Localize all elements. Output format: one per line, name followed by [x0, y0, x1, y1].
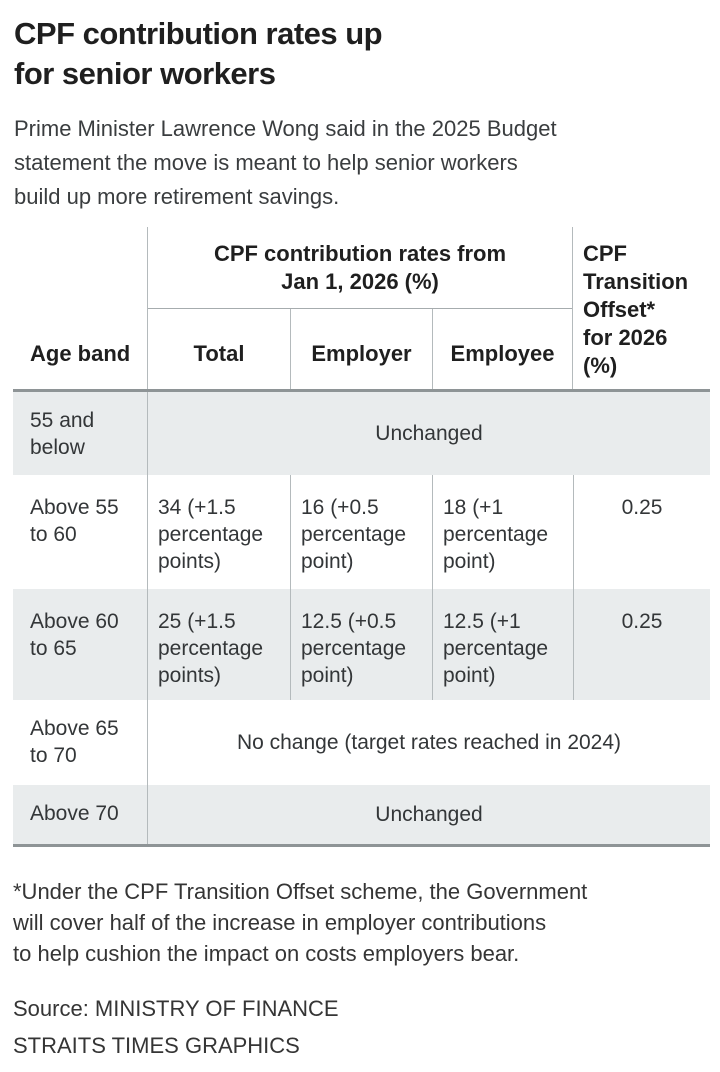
merged-value-cell: Unchanged: [147, 392, 710, 475]
table-row: Above 65 to 70 No change (target rates r…: [13, 700, 710, 785]
column-header-employee: Employee: [432, 309, 572, 389]
employer-cell: 12.5 (+0.5 percentage point): [290, 589, 432, 700]
total-cell: 25 (+1.5 percentage points): [147, 589, 290, 700]
age-band-cell: Above 55 to 60: [30, 496, 119, 546]
source-credit: Source: MINISTRY OF FINANCE STRAITS TIME…: [13, 996, 339, 1058]
merged-value-cell: Unchanged: [147, 785, 710, 844]
contribution-rates-header-group: CPF contribution rates from Jan 1, 2026 …: [147, 227, 573, 389]
table-row: Above 55 to 60 34 (+1.5 percentage point…: [13, 475, 710, 589]
employer-cell: 16 (+0.5 percentage point): [290, 475, 432, 589]
age-band-cell: Above 70: [30, 802, 119, 825]
merged-value-cell: No change (target rates reached in 2024): [147, 700, 710, 785]
table-body: 55 and below Unchanged Above 55 to 60 34…: [13, 392, 710, 847]
transition-offset-cell: 0.25: [573, 475, 710, 589]
column-header-transition-offset: CPF Transition Offset* for 2026 (%): [583, 241, 689, 378]
column-header-age-band: Age band: [30, 341, 131, 366]
employee-cell: 18 (+1 percentage point): [432, 475, 573, 589]
table-row: Above 70 Unchanged: [13, 785, 710, 844]
cpf-rates-table: Age band CPF contribution rates from Jan…: [13, 227, 710, 847]
age-band-cell: Above 60 to 65: [30, 610, 119, 660]
page-title: CPF contribution rates up for senior wor…: [14, 16, 383, 91]
footnote: *Under the CPF Transition Offset scheme,…: [13, 879, 588, 966]
group-header-label: CPF contribution rates from Jan 1, 2026 …: [148, 227, 572, 309]
column-header-employer: Employer: [290, 309, 432, 389]
total-cell: 34 (+1.5 percentage points): [147, 475, 290, 589]
employee-cell: 12.5 (+1 percentage point): [432, 589, 573, 700]
sub-header-row: Total Employer Employee: [148, 309, 572, 389]
age-band-cell: Above 65 to 70: [30, 717, 119, 767]
column-header-total: Total: [193, 341, 245, 366]
table-header-row: Age band CPF contribution rates from Jan…: [13, 227, 710, 392]
table-row: 55 and below Unchanged: [13, 392, 710, 475]
transition-offset-cell: 0.25: [573, 589, 710, 700]
intro-text: Prime Minister Lawrence Wong said in the…: [14, 116, 557, 209]
age-band-cell: 55 and below: [30, 409, 95, 459]
table-row: Above 60 to 65 25 (+1.5 percentage point…: [13, 589, 710, 700]
